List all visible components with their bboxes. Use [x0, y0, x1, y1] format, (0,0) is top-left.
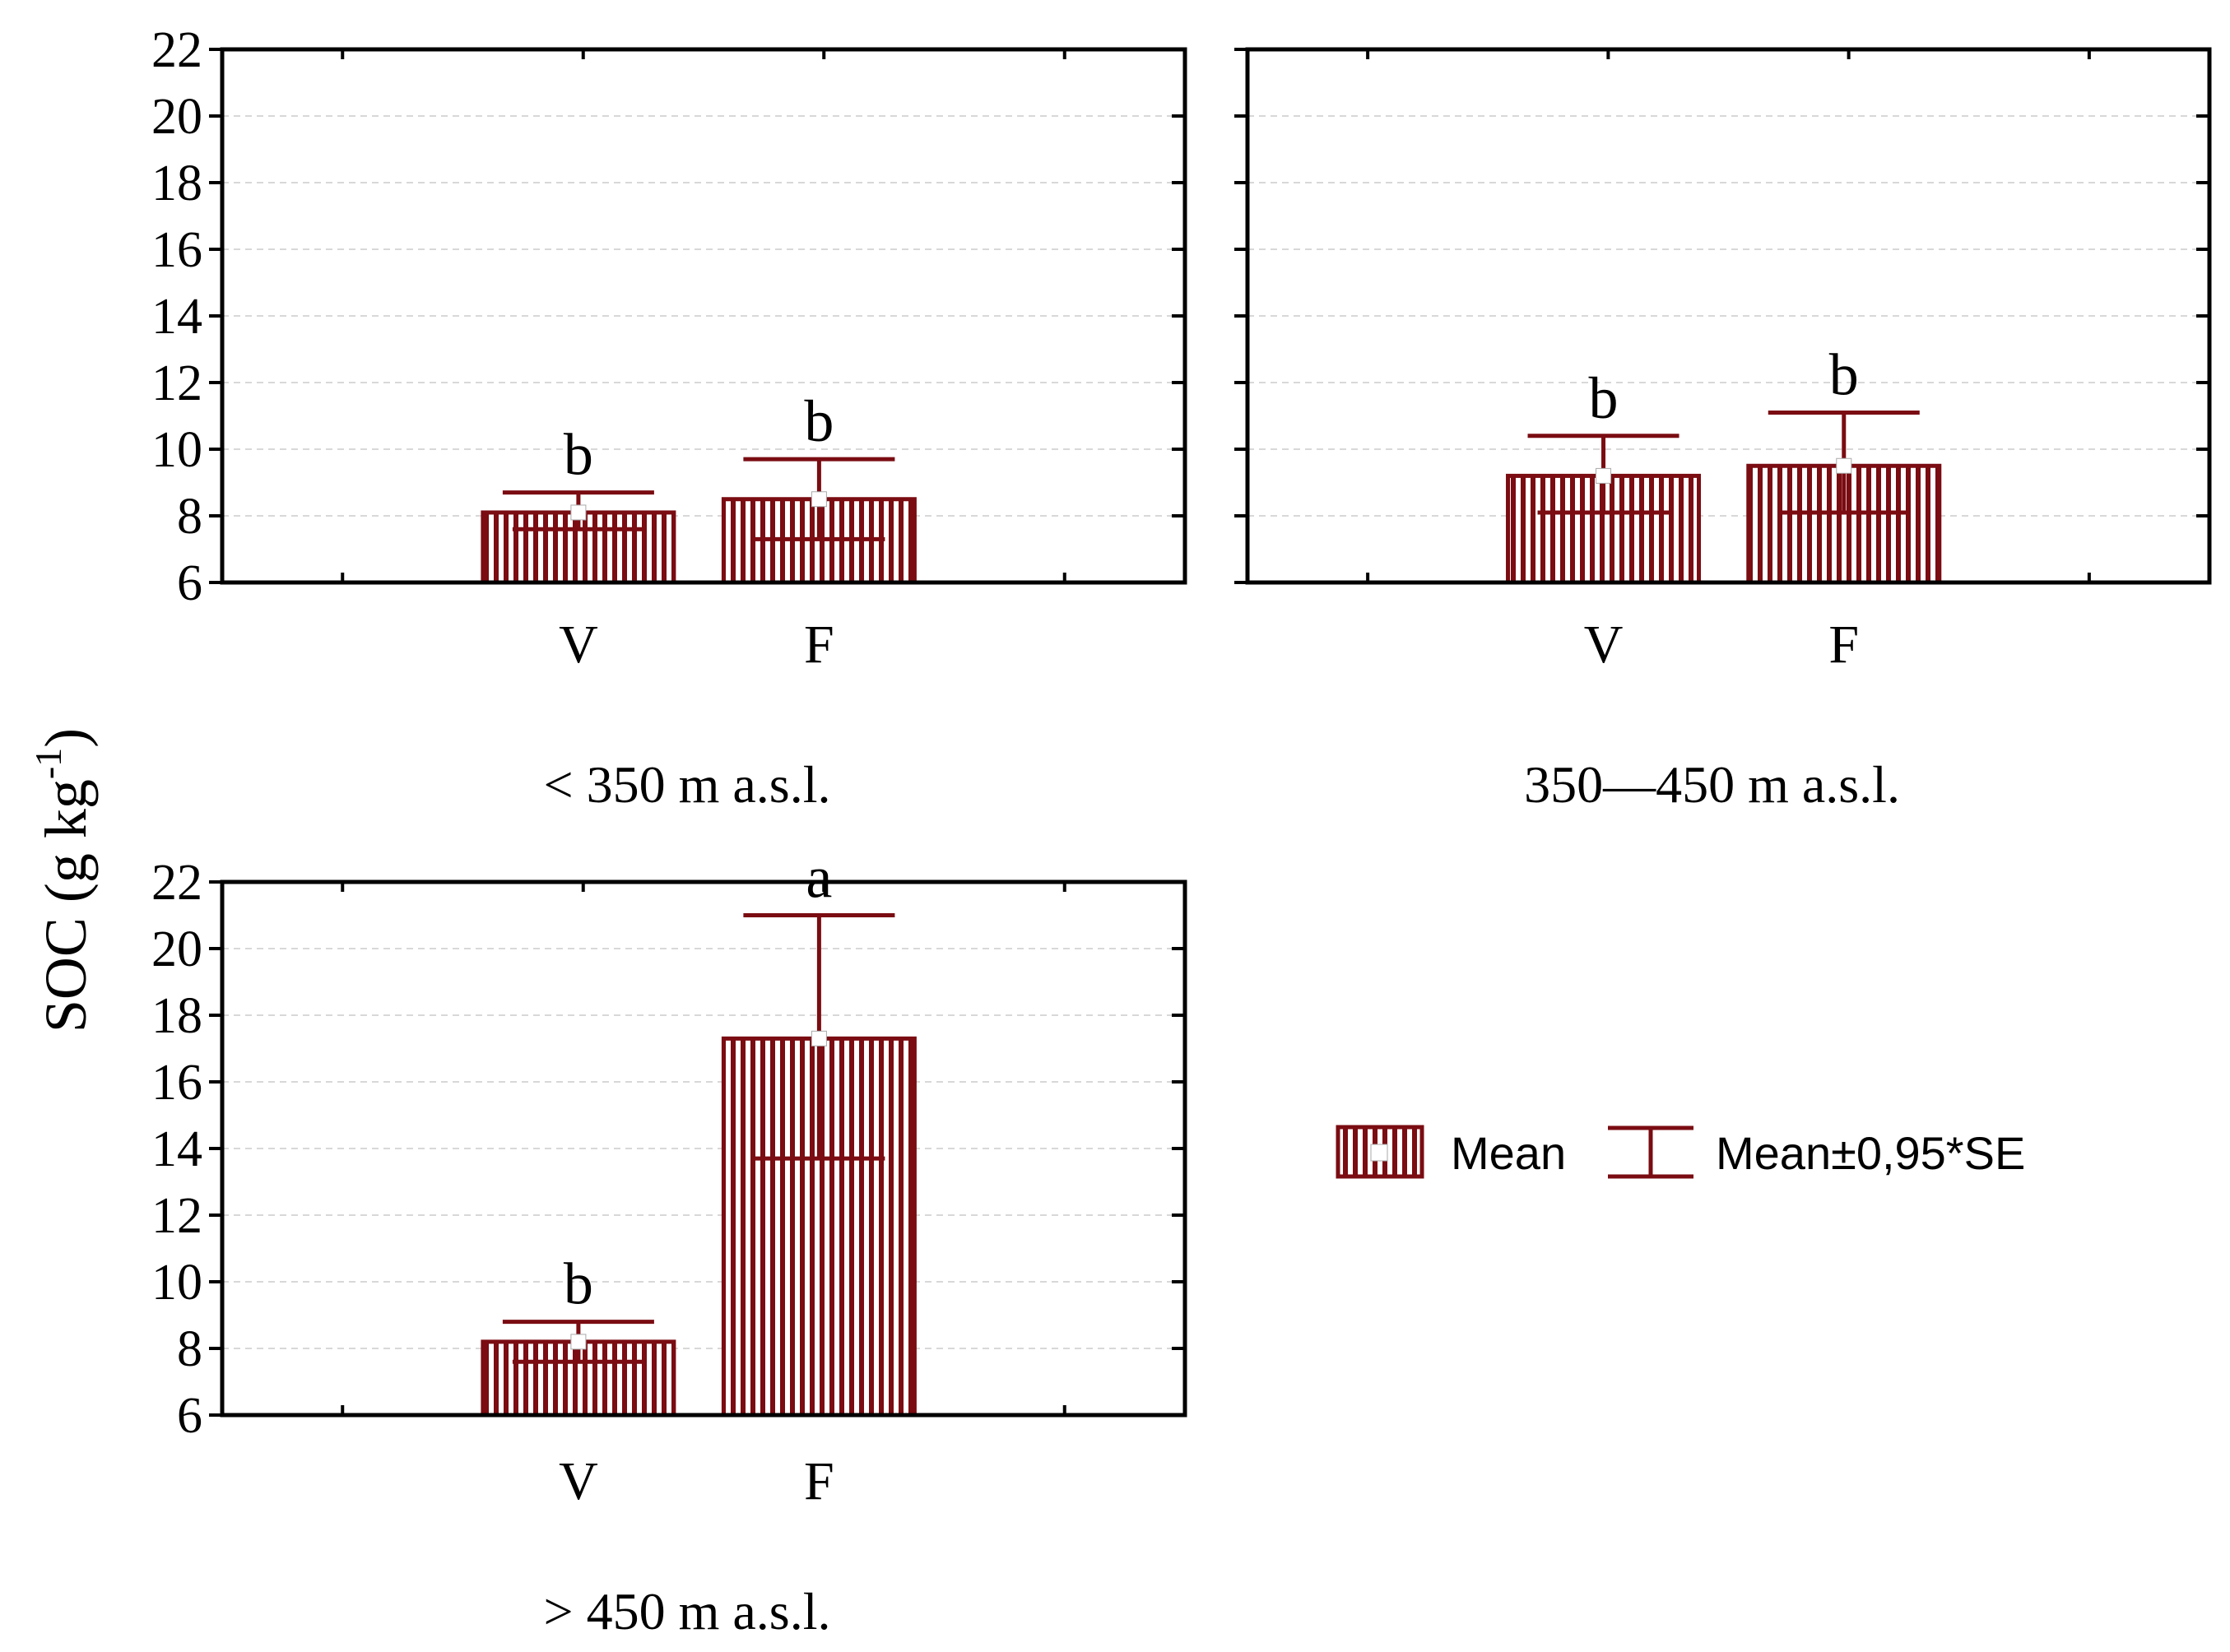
legend: Mean Mean±0,95*SE	[1336, 1125, 2025, 1179]
significance-letter: b	[1589, 365, 1619, 431]
y-tick-label: 16	[151, 222, 202, 278]
panel-below-350: 6 8 10 12 14 16 18 20 22 b Vb F < 350 m a.s.l.	[151, 22, 1187, 814]
y-tick-label: 12	[151, 355, 202, 411]
significance-letter: b	[564, 1251, 593, 1317]
y-tick-label: 14	[151, 1121, 202, 1177]
category-label-f: F	[1828, 615, 1859, 675]
y-tick-label: 10	[151, 1255, 202, 1311]
y-tick-label: 22	[151, 855, 202, 911]
category-label-v: V	[559, 1451, 598, 1511]
y-axis-label: SOC (g kg-1)	[27, 728, 99, 1032]
legend-mean-label: Mean	[1451, 1127, 1566, 1179]
y-tick-label: 10	[151, 422, 202, 478]
significance-letter: a	[806, 845, 832, 911]
y-tick-label: 8	[177, 489, 202, 545]
y-tick-label: 6	[177, 1388, 202, 1444]
panel-350-450: b Vb F 350—450 m a.s.l.	[1234, 47, 2212, 814]
significance-letter: b	[804, 388, 834, 454]
y-axis-label-close: )	[33, 728, 99, 748]
mean-marker	[1836, 457, 1852, 474]
category-label-f: F	[804, 1451, 834, 1511]
panel-title: > 450 m a.s.l.	[544, 1582, 831, 1640]
significance-letter: b	[1829, 341, 1859, 407]
legend-mean-marker	[1370, 1144, 1388, 1162]
category-label-v: V	[1584, 615, 1624, 675]
legend-se-whisker-icon	[1608, 1125, 1693, 1179]
mean-marker	[811, 1030, 827, 1046]
panel-title: 350—450 m a.s.l.	[1524, 755, 1900, 814]
mean-marker	[570, 504, 587, 521]
plot-frame	[220, 47, 1187, 585]
plot-frame	[220, 879, 1187, 1418]
y-tick-label: 18	[151, 155, 202, 211]
mean-marker	[1596, 467, 1612, 484]
y-tick-label: 18	[151, 988, 202, 1044]
y-axis-label-main: SOC (g kg	[33, 779, 99, 1032]
category-label-f: F	[804, 615, 834, 675]
y-tick-label: 8	[177, 1321, 202, 1377]
category-label-v: V	[559, 615, 598, 675]
y-tick-label: 22	[151, 22, 202, 78]
bar-v	[481, 1339, 676, 1418]
y-tick-label: 20	[151, 921, 202, 977]
panel-above-450: 6 8 10 12 14 16 18 20 22 b Va F > 450 m a.s.l.	[151, 845, 1187, 1640]
plot-frame	[1245, 47, 2212, 585]
y-tick-label: 12	[151, 1188, 202, 1244]
mean-marker	[811, 491, 827, 508]
legend-se-label: Mean±0,95*SE	[1716, 1127, 2025, 1179]
y-tick-label: 14	[151, 289, 202, 345]
mean-marker	[570, 1334, 587, 1350]
panel-title: < 350 m a.s.l.	[544, 755, 831, 814]
y-tick-label: 16	[151, 1055, 202, 1111]
significance-letter: b	[564, 422, 593, 488]
y-tick-label: 6	[177, 555, 202, 611]
y-axis-label-superscript: -1	[27, 748, 69, 779]
y-tick-label: 20	[151, 89, 202, 145]
